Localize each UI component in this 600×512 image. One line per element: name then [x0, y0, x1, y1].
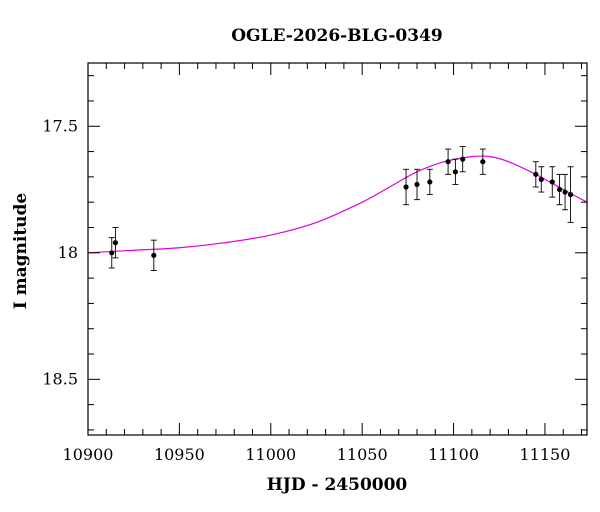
- x-tick-label-10950: 10950: [154, 445, 205, 464]
- data-point-11: [538, 176, 544, 183]
- data-point-4: [414, 181, 420, 188]
- plot-frame: [87, 62, 588, 436]
- model-curve: [87, 155, 588, 254]
- data-point-9: [480, 159, 486, 165]
- y-tick-label-17-5: 17.5: [42, 116, 78, 135]
- y-axis-label: I magnitude: [11, 193, 31, 310]
- data-point-1: [112, 240, 119, 246]
- data-point-15: [567, 191, 574, 198]
- data-point-12: [549, 179, 555, 185]
- data-point-8: [460, 156, 466, 162]
- data-point-5: [427, 179, 433, 185]
- data-point-6: [445, 159, 451, 165]
- data-point-13: [556, 186, 563, 193]
- data-point-0: [109, 250, 115, 256]
- x-axis-label: HJD - 2450000: [267, 475, 408, 495]
- x-tick-label-10900: 10900: [63, 445, 114, 464]
- data-point-3: [403, 184, 409, 190]
- x-tick-label-11050: 11050: [337, 445, 388, 464]
- x-tick-label-11150: 11150: [520, 445, 571, 464]
- y-tick-label-18: 18: [58, 243, 78, 262]
- chart-title: OGLE-2026-BLG-0349: [231, 26, 443, 46]
- data-point-10: [533, 171, 539, 177]
- data-point-14: [562, 189, 568, 195]
- plot-area: 10900 10950 11000 11050 11100 11150 17.5 18 18.5: [42, 62, 588, 464]
- x-tick-label-11000: 11000: [245, 445, 296, 464]
- data-point-7: [452, 169, 458, 175]
- data-point-2: [151, 252, 157, 258]
- y-tick-label-18-5: 18.5: [42, 369, 78, 388]
- x-tick-label-11100: 11100: [428, 445, 479, 464]
